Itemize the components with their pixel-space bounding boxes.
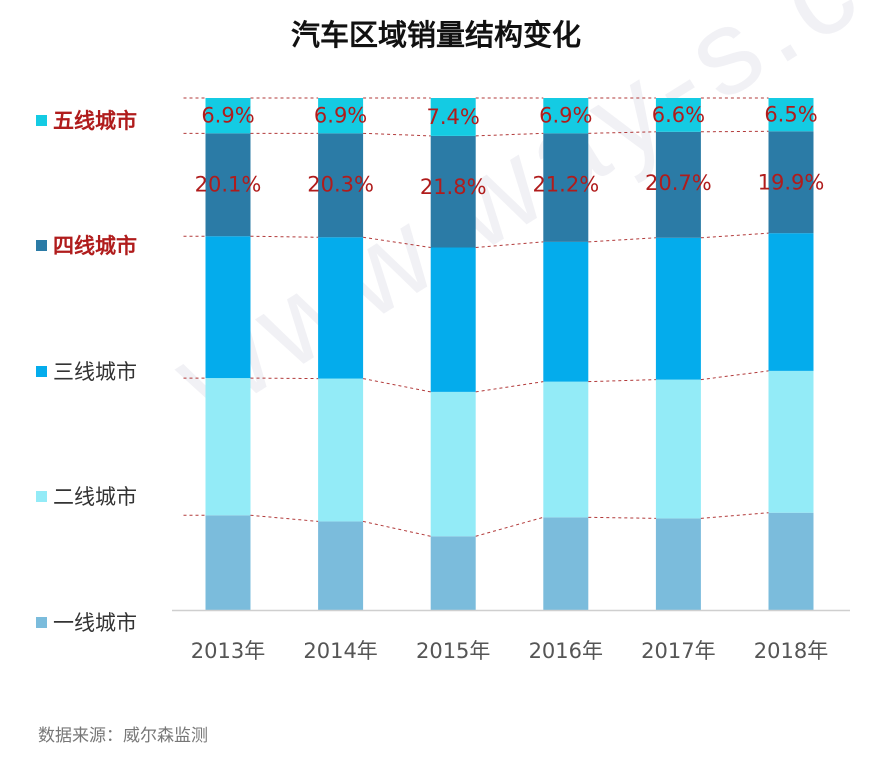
data-label-5-5: 6.6%	[652, 103, 705, 127]
series-connector-3-2	[363, 236, 431, 248]
data-label-5-6: 6.5%	[764, 103, 817, 127]
legend-label-5: 一线城市	[53, 611, 137, 635]
series-connector-2-2	[363, 378, 431, 393]
legend-item-3: 三线城市	[36, 358, 137, 384]
source-note: 数据来源：威尔森监测	[38, 726, 208, 746]
bar-segment-1-2	[318, 521, 364, 610]
bar-segment-1-4	[543, 517, 589, 610]
bar-segment-3-1	[205, 236, 251, 379]
legend-item-2: 四线城市	[36, 232, 137, 258]
data-label-4-5: 20.7%	[645, 171, 712, 195]
series-connector-4-2	[363, 132, 431, 137]
series-connector-1-4	[588, 516, 656, 519]
bar-segment-4-4	[543, 133, 589, 242]
bar-segment-4-6	[768, 131, 814, 234]
data-label-4-4: 21.2%	[532, 172, 599, 196]
series-connector-1-5	[700, 512, 769, 519]
chart-title: 汽车区域销量结构变化	[290, 18, 581, 52]
series-connector-3-3	[475, 241, 544, 249]
legend-swatch-3	[36, 365, 47, 377]
bar-segment-4-3	[430, 135, 476, 248]
series-connector-2-3	[475, 381, 544, 393]
x-tick-label-2: 2014年	[303, 639, 377, 663]
series-connector-3-4	[588, 237, 656, 243]
bar-segment-5-1	[205, 98, 251, 134]
bar-segment-3-3	[430, 247, 476, 392]
bar-segment-1-6	[768, 512, 814, 610]
series-connector-2-5	[700, 370, 769, 381]
data-label-4-2: 20.3%	[307, 172, 374, 196]
data-label-5-1: 6.9%	[201, 104, 254, 128]
series-connector-3-5	[700, 232, 769, 239]
bar-segment-4-1	[205, 133, 251, 237]
bar-segment-5-2	[318, 98, 364, 134]
bar-segment-1-5	[655, 518, 701, 610]
data-label-4-1: 20.1%	[195, 172, 262, 196]
bar-segment-1-3	[430, 536, 476, 610]
bar-segment-2-4	[543, 381, 589, 518]
legend-swatch-1	[36, 114, 47, 126]
legend-swatch-2	[36, 239, 47, 251]
legend-item-1: 五线城市	[36, 107, 137, 133]
bar-segment-5-3	[430, 98, 476, 136]
legend-swatch-4	[36, 490, 47, 502]
series-connector-1-1	[250, 514, 319, 522]
x-tick-label-3: 2015年	[416, 639, 490, 663]
legend-item-5: 一线城市	[36, 609, 137, 635]
series-connector-3-1	[250, 235, 319, 238]
bar-segment-2-6	[768, 370, 814, 513]
legend-label-4: 二线城市	[53, 485, 137, 509]
bar-segment-4-5	[655, 131, 701, 238]
bar-segment-3-5	[655, 237, 701, 380]
bar-segment-1-1	[205, 515, 251, 610]
series-connector-1-2	[362, 520, 431, 537]
x-tick-label-6: 2018年	[754, 639, 828, 663]
bar-segment-5-4	[543, 98, 589, 134]
x-tick-label-1: 2013年	[191, 639, 265, 663]
bar-segment-5-5	[655, 98, 701, 132]
legend-label-1: 五线城市	[53, 109, 137, 133]
x-tick-label-4: 2016年	[529, 639, 603, 663]
bar-segment-3-6	[768, 233, 814, 371]
x-tick-label-5: 2017年	[641, 639, 715, 663]
legend-label-2: 四线城市	[53, 234, 137, 258]
series-connector-4-5	[700, 130, 769, 133]
data-label-5-4: 6.9%	[539, 104, 592, 128]
series-connector-1-3	[475, 516, 544, 537]
data-label-5-3: 7.4%	[427, 105, 480, 129]
bar-segment-2-1	[205, 378, 251, 516]
bar-segment-2-3	[430, 391, 476, 537]
bar-segment-2-5	[655, 379, 701, 519]
legend-label-3: 三线城市	[53, 360, 137, 384]
bar-segment-5-6	[768, 98, 814, 132]
legend-item-4: 二线城市	[36, 483, 137, 509]
bar-segment-4-2	[318, 133, 364, 238]
data-label-4-3: 21.8%	[420, 175, 487, 199]
data-label-5-2: 6.9%	[314, 104, 367, 128]
series-connector-2-1	[250, 377, 319, 380]
data-label-4-6: 19.9%	[758, 170, 825, 194]
series-connector-4-4	[588, 131, 656, 134]
legend-swatch-5	[36, 616, 47, 628]
bar-segment-3-4	[543, 241, 589, 382]
series-connector-2-4	[588, 379, 656, 383]
bar-segment-3-2	[318, 237, 364, 379]
series-connector-4-3	[475, 132, 544, 137]
bar-segment-2-2	[318, 378, 364, 522]
